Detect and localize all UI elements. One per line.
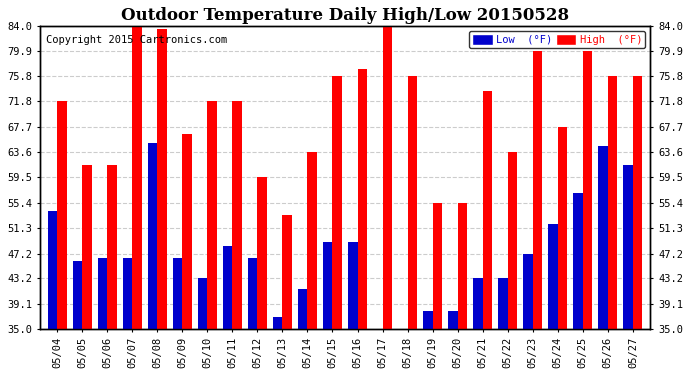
Bar — [207, 101, 217, 375]
Bar — [433, 203, 442, 375]
Bar — [132, 26, 141, 375]
Bar — [323, 242, 333, 375]
Bar — [257, 177, 267, 375]
Bar — [123, 258, 132, 375]
Bar — [223, 246, 233, 375]
Bar — [598, 146, 608, 375]
Bar — [633, 76, 642, 375]
Bar — [523, 254, 533, 375]
Bar — [107, 165, 117, 375]
Bar — [573, 193, 583, 375]
Bar — [148, 143, 157, 375]
Bar — [198, 278, 207, 375]
Bar — [457, 203, 467, 375]
Bar — [48, 211, 57, 375]
Bar — [398, 329, 408, 375]
Bar — [282, 214, 292, 375]
Bar — [423, 310, 433, 375]
Bar — [157, 28, 167, 375]
Bar — [373, 329, 382, 375]
Text: Copyright 2015 Cartronics.com: Copyright 2015 Cartronics.com — [46, 34, 227, 45]
Bar — [357, 69, 367, 375]
Bar — [82, 165, 92, 375]
Bar — [72, 261, 82, 375]
Bar — [473, 278, 483, 375]
Title: Outdoor Temperature Daily High/Low 20150528: Outdoor Temperature Daily High/Low 20150… — [121, 7, 569, 24]
Bar — [549, 224, 558, 375]
Bar — [608, 76, 618, 375]
Bar — [273, 317, 282, 375]
Legend: Low  (°F), High  (°F): Low (°F), High (°F) — [469, 31, 645, 48]
Bar — [448, 310, 457, 375]
Bar — [558, 126, 567, 375]
Bar — [248, 258, 257, 375]
Bar — [533, 51, 542, 375]
Bar — [333, 76, 342, 375]
Bar — [508, 152, 518, 375]
Bar — [298, 289, 308, 375]
Bar — [348, 242, 357, 375]
Bar — [483, 91, 492, 375]
Bar — [382, 26, 392, 375]
Bar — [57, 101, 67, 375]
Bar — [182, 134, 192, 375]
Bar — [172, 258, 182, 375]
Bar — [98, 258, 107, 375]
Bar — [233, 101, 242, 375]
Bar — [308, 152, 317, 375]
Bar — [498, 278, 508, 375]
Bar — [623, 165, 633, 375]
Bar — [408, 76, 417, 375]
Bar — [583, 51, 592, 375]
